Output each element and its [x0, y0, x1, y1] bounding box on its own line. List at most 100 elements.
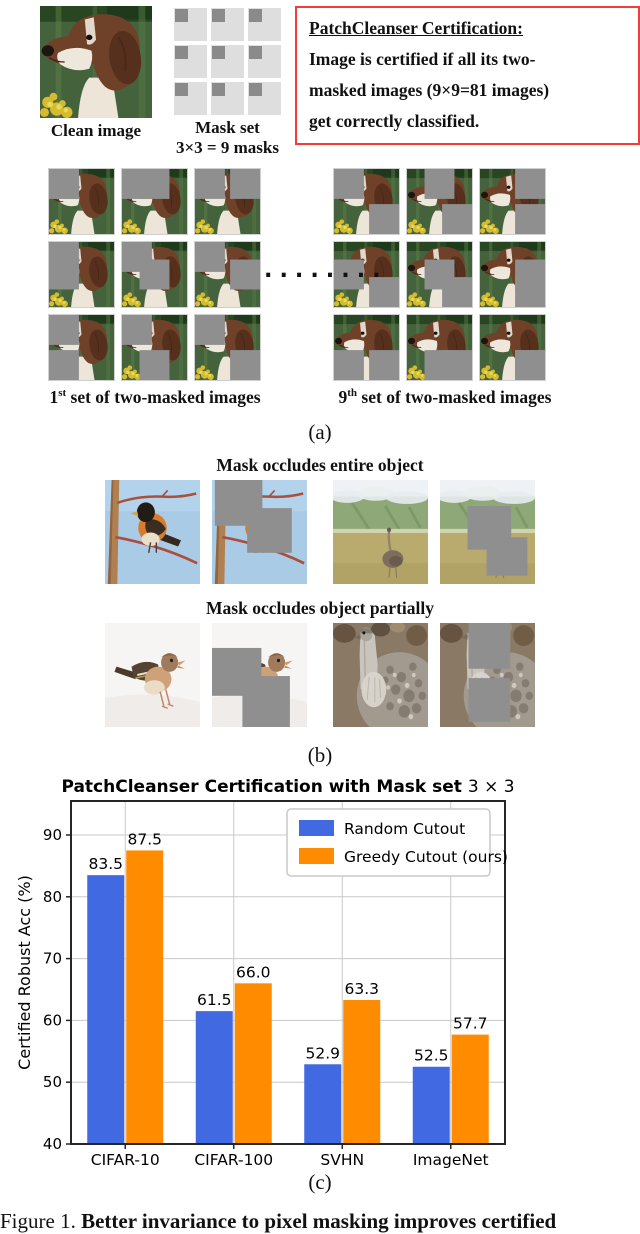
chart-legend: Random Cutout Greedy Cutout (ours): [286, 808, 508, 877]
svg-text:52.5: 52.5: [414, 1047, 449, 1065]
certification-header-row: Clean image Mask set 3×3 = 9 masks Patch…: [40, 6, 640, 158]
svg-text:90: 90: [43, 826, 62, 844]
masked-thumbnail: [333, 241, 400, 308]
finch-on-snow-photo: [105, 623, 200, 727]
chart-title: PatchCleanser Certification with Mask se…: [61, 777, 514, 797]
bar-random-cutout-ImageNet: 52.5: [412, 1047, 450, 1144]
mask-tile: [248, 8, 281, 41]
svg-text:CIFAR-10: CIFAR-10: [91, 1151, 160, 1168]
bar-random-cutout-CIFAR-10: 83.5: [87, 855, 125, 1144]
set1-label: 1st set of two-masked images: [49, 387, 261, 407]
masked-thumbnail: [121, 241, 188, 308]
mask-set-label-line1: Mask set: [195, 118, 260, 137]
finch-on-snow-masked: [212, 623, 307, 727]
mask-tile: [248, 82, 281, 115]
svg-text:87.5: 87.5: [127, 830, 162, 848]
masked-thumbnail: [406, 314, 473, 381]
dog-photo: [40, 6, 152, 118]
occlusion-heading-partial: Mask occludes object partially: [206, 598, 434, 618]
mask-set-icon: [174, 8, 281, 115]
mask-tile: [211, 45, 244, 78]
panel-a-label: (a): [308, 420, 332, 444]
svg-text:60: 60: [43, 1011, 62, 1029]
bar-greedy-cutout-ours--SVHN: 63.3: [343, 980, 381, 1144]
two-masked-grids-row: ........: [48, 168, 640, 381]
caption-bold: Better invariance to pixel masking impro…: [81, 1209, 557, 1233]
mask-square: [249, 83, 262, 96]
svg-text:80: 80: [43, 888, 62, 906]
mask-tile: [174, 8, 207, 41]
svg-text:52.9: 52.9: [305, 1044, 340, 1062]
mask-square: [249, 9, 262, 22]
certification-title: PatchCleanser Certification:: [309, 18, 523, 38]
bar-chart-svg: 83.5 61.5 52.9 52.5 87.5 66.0 63.3 57.7 40 50 60 70…: [0, 776, 640, 1168]
masked-thumbnail: [479, 241, 546, 308]
masked-thumbnail: [479, 314, 546, 381]
mask-square: [212, 9, 225, 22]
bar-random-cutout-SVHN: 52.9: [304, 1044, 342, 1144]
occlusion-row-entire: [0, 480, 640, 584]
ellipsis-dots: ........: [261, 254, 385, 283]
certification-bar-chart: 83.5 61.5 52.9 52.5 87.5 66.0 63.3 57.7 40 50 60 70…: [0, 776, 640, 1168]
masked-thumbnail: [406, 168, 473, 235]
svg-text:SVHN: SVHN: [320, 1151, 364, 1168]
ostrich-field-masked: [440, 480, 535, 584]
mask-tile: [211, 8, 244, 41]
masked-thumbnail: [333, 314, 400, 381]
svg-text:57.7: 57.7: [453, 1015, 488, 1033]
bar-greedy-cutout-ours--CIFAR-10: 87.5: [126, 830, 164, 1144]
ostrich-field-photo: [333, 480, 428, 584]
clean-image-label: Clean image: [50, 121, 142, 140]
masked-thumbnail: [194, 241, 261, 308]
y-axis-label: Certified Robust Acc (%): [15, 875, 34, 1070]
svg-text:70: 70: [43, 950, 62, 968]
mask-square: [175, 83, 188, 96]
mask-square: [175, 9, 188, 22]
svg-text:Random Cutout: Random Cutout: [344, 820, 465, 838]
masked-thumbnail: [48, 314, 115, 381]
set9-label: 9th set of two-masked images: [338, 387, 552, 407]
masked-thumbnail: [121, 314, 188, 381]
svg-text:Greedy Cutout (ours): Greedy Cutout (ours): [344, 848, 508, 866]
mask-tile: [174, 82, 207, 115]
masked-thumbnail: [48, 168, 115, 235]
svg-text:61.5: 61.5: [197, 991, 232, 1009]
bar-greedy-cutout-ours--ImageNet: 57.7: [451, 1015, 489, 1144]
panel-b-label: (b): [307, 743, 333, 767]
masked-thumbnail: [194, 314, 261, 381]
bustard-closeup-photo: [333, 623, 428, 727]
certification-text-box: PatchCleanser Certification: Image is ce…: [295, 6, 640, 145]
two-masked-grid-set1: [48, 168, 261, 381]
two-masked-grid-set9: [333, 168, 546, 381]
bar-random-cutout-CIFAR-100: 61.5: [195, 991, 233, 1144]
svg-text:50: 50: [43, 1073, 62, 1091]
mask-square: [212, 83, 225, 96]
bird-on-branch-photo: [105, 480, 200, 584]
mask-set-figure: Mask set 3×3 = 9 masks: [174, 6, 281, 158]
mask-tile: [211, 82, 244, 115]
certification-line: get correctly classified.: [309, 111, 480, 131]
masked-thumbnail: [333, 168, 400, 235]
bustard-closeup-masked: [440, 623, 535, 727]
svg-text:CIFAR-100: CIFAR-100: [194, 1151, 273, 1168]
mask-tile: [174, 45, 207, 78]
mask-square: [212, 46, 225, 59]
occlusion-heading-entire: Mask occludes entire object: [216, 455, 424, 475]
svg-text:40: 40: [43, 1135, 62, 1153]
certification-line: Image is certified if all its two-: [309, 49, 536, 69]
masked-thumbnail: [121, 168, 188, 235]
mask-square: [175, 46, 188, 59]
clean-image-figure: Clean image: [40, 6, 152, 141]
masked-thumbnail: [406, 241, 473, 308]
panel-c-label: (c): [308, 1170, 332, 1194]
mask-set-label-line2: 3×3 = 9 masks: [176, 138, 279, 157]
certification-line: masked images (9×9=81 images): [309, 80, 550, 100]
masked-thumbnail: [48, 241, 115, 308]
caption-prefix: Figure 1.: [0, 1209, 76, 1233]
svg-text:83.5: 83.5: [88, 855, 123, 873]
svg-text:ImageNet: ImageNet: [413, 1151, 489, 1168]
svg-text:63.3: 63.3: [344, 980, 379, 998]
masked-thumbnail: [479, 168, 546, 235]
masked-thumbnail: [194, 168, 261, 235]
